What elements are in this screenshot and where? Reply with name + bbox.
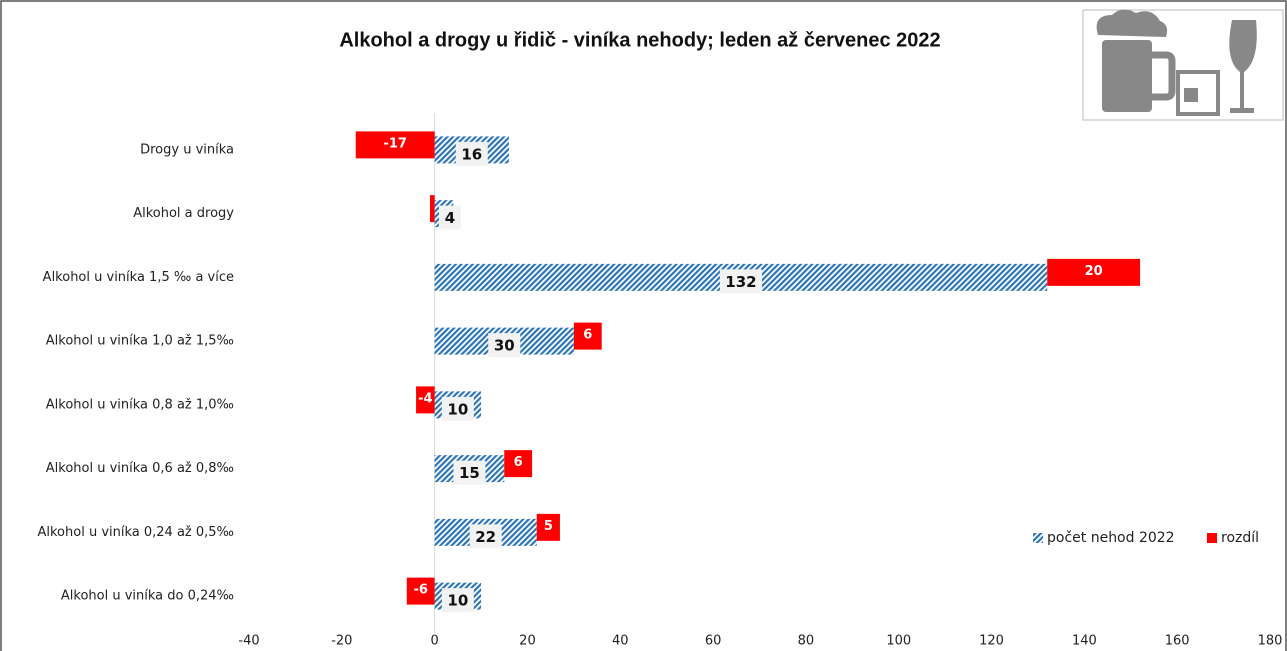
bar: [504, 450, 533, 478]
data-label: 6: [583, 328, 592, 343]
data-label: 10: [447, 400, 468, 418]
data-label: 15: [459, 464, 480, 482]
legend-label: rozdíl: [1221, 530, 1259, 546]
data-label: -4: [418, 391, 432, 406]
category-label: Alkohol u viníka 0,6 až 0,8‰: [46, 461, 234, 476]
bar: [416, 386, 435, 414]
x-tick-label: 40: [612, 634, 629, 649]
data-label: 10: [447, 592, 468, 610]
data-label: 30: [494, 337, 515, 355]
x-tick-label: 20: [519, 634, 536, 649]
x-tick-label: 80: [798, 634, 815, 649]
chart-title: Alkohol a drogy u řidič - viníka nehody;…: [339, 29, 940, 51]
drinks-icon: [1082, 9, 1284, 121]
data-label-bg: [453, 460, 486, 485]
data-label-bg: [469, 524, 502, 549]
legend-label: počet nehod 2022: [1047, 530, 1175, 546]
category-label: Alkohol u viníka 1,5 ‰ a více: [43, 270, 234, 285]
category-label: Alkohol u viníka 1,0 až 1,5‰: [46, 334, 234, 349]
bar: [355, 131, 435, 159]
category-label: Drogy u viníka: [140, 142, 234, 157]
data-label-bg: [438, 205, 461, 230]
x-tick-label: -20: [331, 634, 352, 649]
data-label-bg: [719, 269, 762, 294]
data-label: -6: [413, 583, 427, 598]
x-tick-label: 0: [430, 634, 438, 649]
data-label-bg: [455, 141, 488, 166]
data-label: 132: [725, 273, 756, 291]
legend-swatch: [1033, 533, 1043, 543]
data-label: 20: [1085, 264, 1103, 279]
category-label: Alkohol u viníka do 0,24‰: [61, 589, 234, 604]
x-tick-label: -40: [238, 634, 259, 649]
data-label-bg: [441, 396, 474, 421]
data-label: 4: [445, 209, 455, 227]
x-tick-label: 120: [979, 634, 1004, 649]
bar: [429, 195, 435, 223]
data-label: 22: [475, 528, 496, 546]
bar: [536, 513, 560, 541]
bar: [406, 577, 435, 605]
data-label: -17: [383, 136, 407, 151]
category-label: Alkohol u viníka 0,24 až 0,5‰: [37, 525, 234, 540]
x-tick-label: 60: [705, 634, 722, 649]
x-tick-label: 160: [1165, 634, 1190, 649]
data-label-bg: [441, 588, 474, 613]
data-label-bg: [488, 333, 521, 358]
data-label: 16: [461, 145, 482, 163]
x-tick-label: 140: [1072, 634, 1097, 649]
category-label: Alkohol a drogy: [133, 206, 234, 221]
data-label: 6: [514, 455, 523, 470]
category-label: Alkohol u viníka 0,8 až 1,0‰: [46, 397, 234, 412]
bar: [1047, 258, 1141, 286]
data-label: 5: [544, 519, 553, 534]
x-tick-label: 100: [886, 634, 911, 649]
x-tick-label: 180: [1258, 634, 1283, 649]
legend-swatch: [1207, 533, 1217, 543]
bar: [573, 322, 602, 350]
